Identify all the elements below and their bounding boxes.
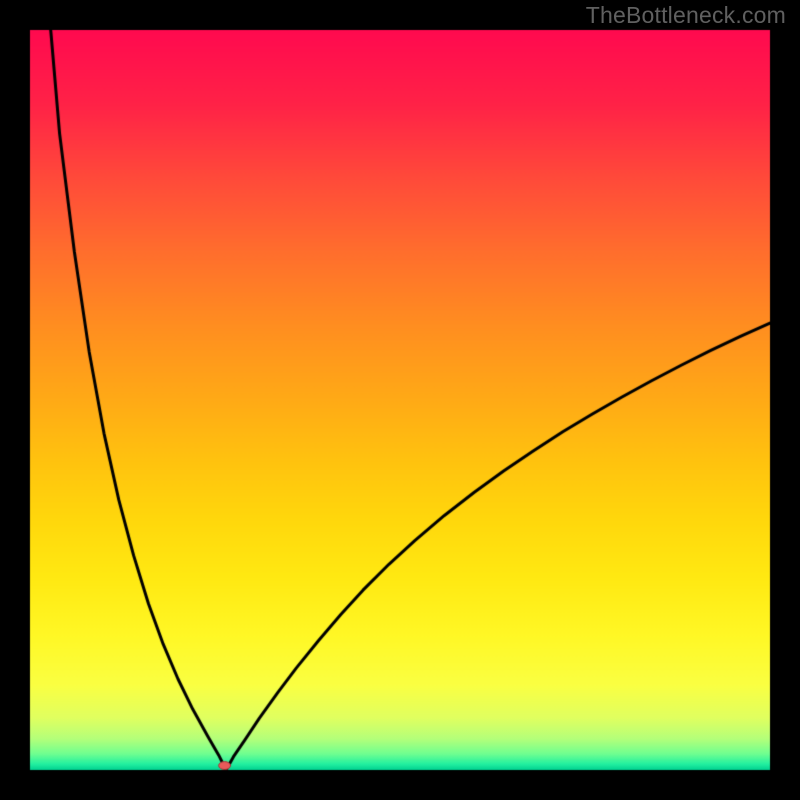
watermark-text: TheBottleneck.com bbox=[586, 2, 786, 29]
chart-container: { "watermark": { "text": "TheBottleneck.… bbox=[0, 0, 800, 800]
bottleneck-chart-canvas bbox=[0, 0, 800, 800]
